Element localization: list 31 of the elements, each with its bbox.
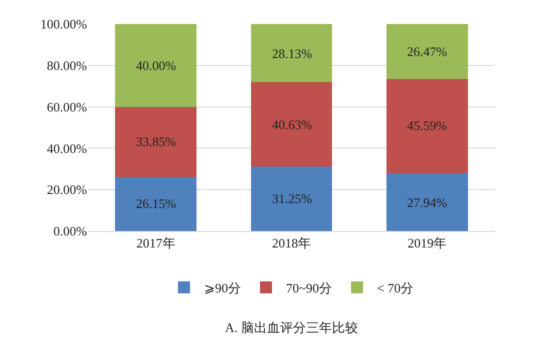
legend-label: < 70分: [377, 280, 414, 296]
bar: [386, 173, 468, 231]
bar: [386, 78, 468, 174]
x-tick-label: 2018年: [272, 236, 311, 251]
bar: [115, 24, 197, 107]
y-tick-label: 0.00%: [53, 224, 88, 239]
bar: [250, 82, 332, 166]
bar: [250, 166, 332, 231]
y-tick-label: 80.00%: [46, 58, 88, 73]
bar: [250, 24, 332, 82]
bar: [115, 106, 197, 177]
bar: [115, 176, 197, 231]
data-label: 33.85%: [136, 134, 176, 149]
x-tick-label: 2019年: [408, 236, 447, 251]
data-label: 28.13%: [272, 46, 312, 61]
text: A. 脑出血评分三年比较: [225, 320, 358, 335]
data-label: 40.63%: [272, 117, 312, 132]
data-label: 40.00%: [136, 58, 176, 73]
y-tick-label: 100.00%: [40, 16, 88, 32]
y-tick-label: 40.00%: [46, 140, 88, 156]
x-tick-label: 2017年: [136, 236, 176, 251]
data-label: 26.47%: [407, 44, 448, 59]
data-label: 26.15%: [136, 196, 176, 211]
legend-label: ⩾90分: [204, 280, 241, 296]
y-tick-label: 60.00%: [46, 99, 88, 114]
data-label: 45.59%: [407, 118, 448, 133]
legend-label: 70~90分: [286, 280, 332, 296]
data-label: 27.94%: [407, 195, 448, 210]
y-tick-label: 20.00%: [46, 182, 88, 198]
data-label: 31.25%: [272, 191, 312, 206]
bar: [386, 24, 468, 79]
